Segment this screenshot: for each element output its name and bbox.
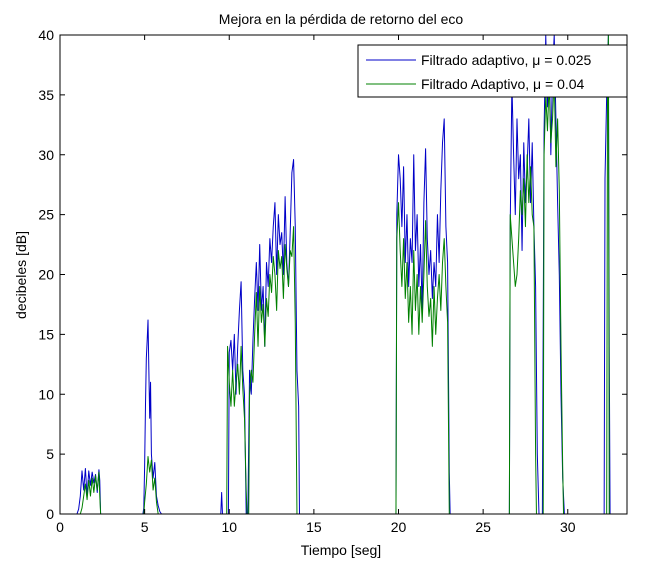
x-tick-label: 20 [391,519,407,535]
x-axis-label: Tiempo [seg] [301,542,381,558]
y-tick-label: 35 [38,87,54,103]
x-tick-label: 0 [56,519,64,535]
x-tick-label: 15 [306,519,322,535]
legend: Filtrado adaptivo, μ = 0.025 Filtrado Ad… [357,44,628,98]
x-tick-label: 10 [221,519,237,535]
legend-label-series-2: Filtrado Adaptivo, μ = 0.04 [421,76,585,92]
y-axis-label: decibeles [dB] [13,231,29,319]
y-tick-label: 0 [46,506,54,522]
y-tick-label: 15 [38,326,54,342]
axis-ticks: 0 5 10 15 20 25 30 0 5 10 15 20 25 30 35 40 [38,27,627,535]
chart-title: Mejora en la pérdida de retorno del eco [219,11,464,27]
legend-label-series-1: Filtrado adaptivo, μ = 0.025 [421,52,592,68]
x-tick-label: 5 [141,519,149,535]
series-layer [60,34,627,514]
y-tick-label: 5 [46,446,54,462]
y-tick-label: 40 [38,27,54,43]
y-tick-label: 30 [38,147,54,163]
y-tick-label: 25 [38,207,54,223]
plot-area [60,35,627,514]
y-tick-label: 10 [38,386,54,402]
legend-box [357,44,628,98]
y-tick-label: 20 [38,267,54,283]
series-line-2 [60,34,627,514]
x-tick-label: 25 [475,519,491,535]
x-tick-label: 30 [560,519,576,535]
